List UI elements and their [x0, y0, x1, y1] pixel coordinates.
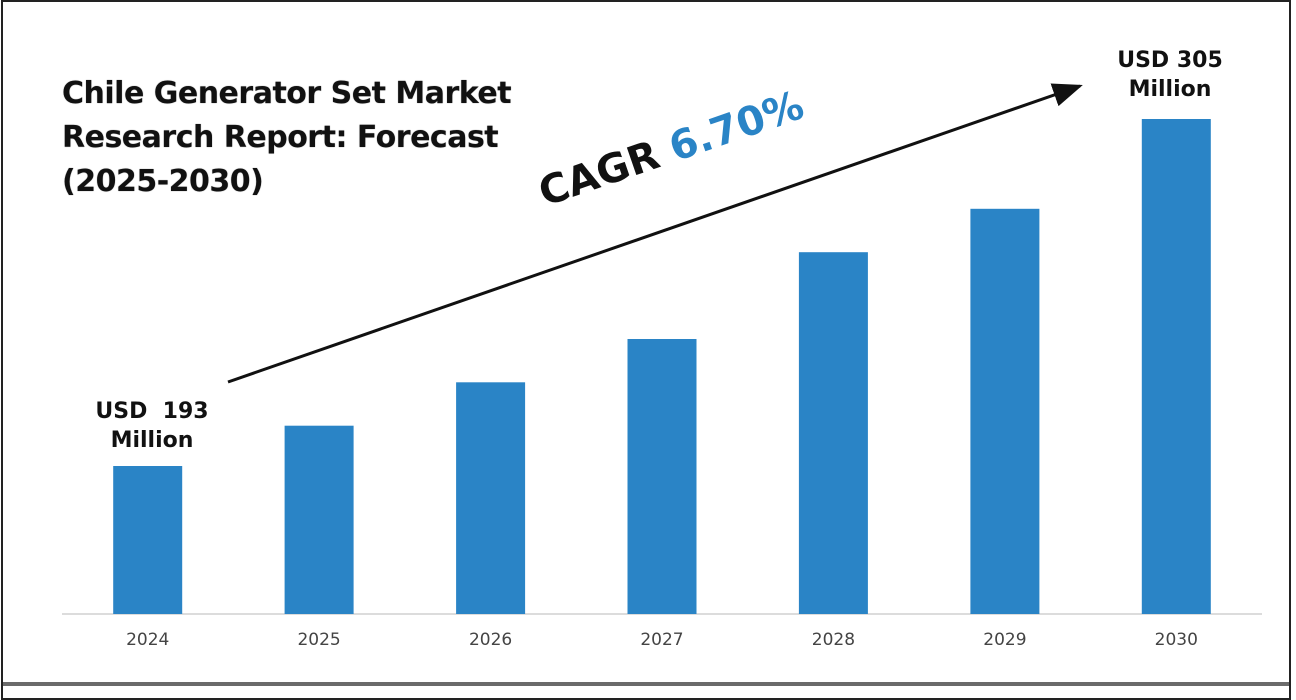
start-value-unit: Million: [110, 428, 194, 453]
title-line-3: (2025-2030): [62, 164, 264, 199]
footer-divider: [3, 682, 1289, 686]
x-tick-label-2027: 2027: [640, 630, 683, 650]
end-value-amount: USD 305: [1117, 48, 1223, 73]
x-tick-labels: 2024 2025 2026 2027 2028 2029 2030: [126, 630, 1198, 650]
x-tick-label-2029: 2029: [983, 630, 1026, 650]
x-tick-label-2024: 2024: [126, 630, 169, 650]
bar-2029: [970, 208, 1040, 615]
end-value-unit: Million: [1128, 77, 1212, 102]
x-tick-label-2030: 2030: [1155, 630, 1198, 650]
title-line-2: Research Report: Forecast: [62, 120, 499, 155]
bar-2024: [113, 466, 183, 614]
title-line-1: Chile Generator Set Market: [62, 76, 512, 111]
end-value-label: USD 305 Million: [1095, 46, 1245, 104]
start-value-amount: USD 193: [95, 399, 209, 424]
bar-2030: [1141, 119, 1211, 614]
x-tick-label-2028: 2028: [812, 630, 855, 650]
start-value-label: USD 193 Million: [72, 397, 232, 455]
x-tick-label-2025: 2025: [297, 630, 340, 650]
cagr-trend-arrow: [227, 83, 1083, 384]
bar-2028: [798, 252, 868, 614]
bar-2027: [627, 339, 697, 614]
chart-title: Chile Generator Set Market Research Repo…: [62, 72, 512, 204]
x-tick-label-2026: 2026: [469, 630, 512, 650]
bars: [113, 119, 1211, 615]
bar-2026: [456, 382, 526, 614]
bar-2025: [284, 425, 354, 614]
